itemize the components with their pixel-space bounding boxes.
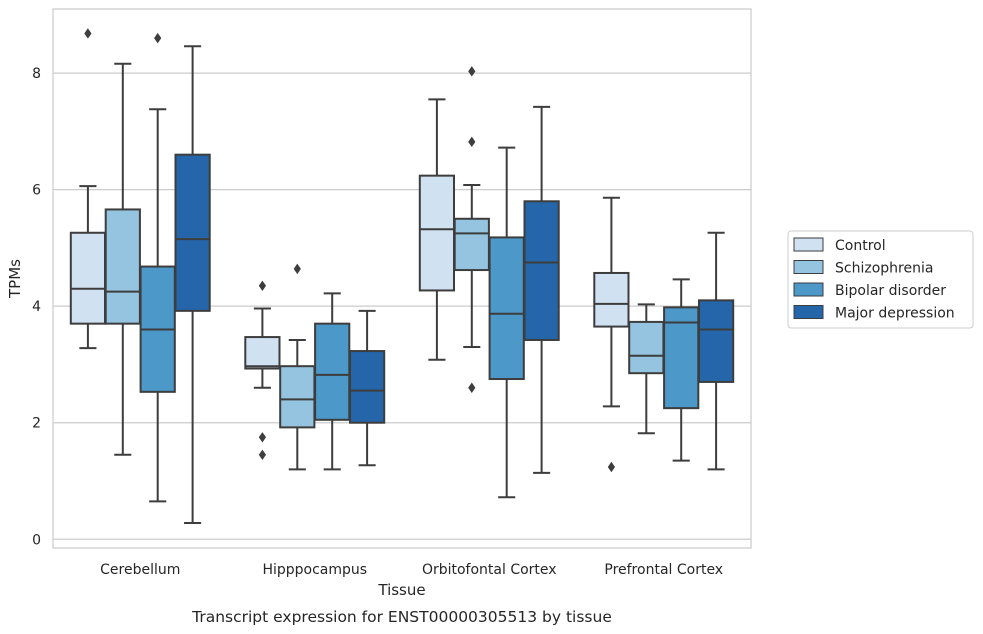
outlier-point	[258, 449, 266, 460]
outlier-point	[258, 280, 266, 291]
box	[174, 45, 211, 524]
box	[523, 105, 560, 474]
x-tick-label: Cerebellum	[100, 562, 180, 578]
y-tick-label: 2	[32, 416, 41, 432]
y-tick-label: 8	[32, 66, 41, 82]
legend: Control Schizophrenia Bipolar disorder Majo…	[787, 230, 974, 329]
box-body	[279, 365, 316, 429]
outlier-point	[84, 28, 92, 39]
outlier-point	[293, 263, 301, 275]
x-tick-labels: Cerebellum Hipppocampus Orbitofontal Corte…	[100, 562, 723, 578]
box	[593, 196, 630, 473]
legend-label: Schizophrenia	[835, 261, 933, 277]
outlier-point	[468, 66, 476, 77]
y-tick-label: 6	[32, 183, 41, 199]
box-series	[69, 28, 735, 524]
box	[348, 309, 386, 467]
x-axis-title: Tissue	[377, 581, 425, 599]
box-body	[104, 208, 141, 325]
box-body	[453, 217, 490, 272]
box	[697, 231, 735, 471]
legend-frame	[787, 230, 974, 329]
legend-label: Bipolar disorder	[835, 283, 946, 299]
box-body	[244, 336, 281, 370]
box	[663, 278, 700, 462]
outlier-point	[258, 432, 266, 443]
box-body	[314, 322, 351, 421]
box	[314, 292, 351, 471]
box-body	[697, 299, 735, 383]
figure-caption: Transcript expression for ENST0000030551…	[191, 608, 612, 626]
box-body	[348, 350, 386, 424]
outlier-point	[468, 136, 476, 148]
box	[453, 66, 490, 393]
plot-area-frame	[52, 8, 752, 549]
box-body	[663, 306, 700, 410]
box	[279, 263, 316, 471]
x-tick-label: Orbitofontal Cortex	[422, 562, 557, 578]
y-axis-title: TPMs	[6, 259, 24, 299]
legend-swatch	[793, 282, 824, 297]
box	[139, 32, 176, 503]
box	[104, 62, 141, 456]
box-body	[69, 231, 107, 325]
y-tick-labels: 0 2 4 6 8	[32, 66, 41, 548]
y-tick-label: 0	[32, 532, 41, 548]
x-tick-label: Prefrontal Cortex	[604, 562, 723, 578]
legend-swatch	[793, 305, 824, 319]
box	[69, 28, 107, 350]
box	[628, 303, 665, 435]
box-body	[418, 174, 456, 292]
legend-swatch	[793, 260, 824, 274]
legend-label: Control	[835, 238, 886, 254]
legend-swatch	[793, 237, 824, 252]
box-body	[593, 271, 630, 328]
box-body	[174, 153, 211, 312]
legend-label: Major depression	[835, 306, 955, 322]
outlier-point	[607, 461, 615, 473]
box-body	[488, 236, 525, 381]
box	[488, 146, 525, 499]
x-tick-label: Hipppocampus	[262, 562, 367, 578]
y-tick-label: 4	[32, 299, 41, 315]
outlier-point	[468, 382, 476, 393]
box	[244, 280, 281, 460]
box-body	[628, 320, 665, 375]
box-body	[523, 200, 560, 341]
outlier-point	[154, 32, 162, 44]
